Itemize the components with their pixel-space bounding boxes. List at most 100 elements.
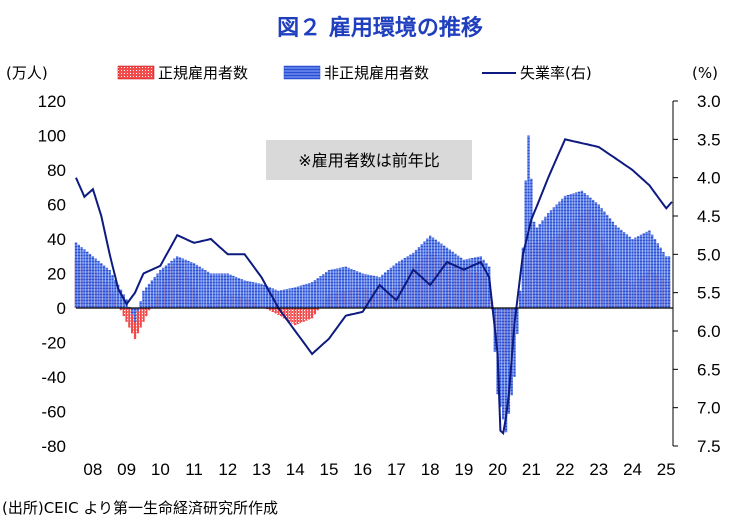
bar-regular — [277, 308, 280, 315]
bar-nonregular — [518, 290, 522, 308]
bar-nonregular — [572, 193, 575, 308]
bar-regular — [136, 308, 140, 334]
bar-nonregular — [153, 276, 156, 308]
bar-nonregular — [499, 308, 502, 407]
bar-regular — [294, 308, 297, 326]
series-unemployment-line — [75, 138, 673, 436]
bar-nonregular — [150, 280, 154, 308]
bar-nonregular — [209, 273, 213, 308]
bar-nonregular — [86, 251, 89, 308]
bar-nonregular — [131, 308, 134, 315]
bar-nonregular — [240, 279, 244, 308]
bar-nonregular — [617, 227, 620, 308]
bar-nonregular — [229, 274, 232, 308]
bar-nonregular — [594, 202, 598, 308]
x-tick-label: 22 — [556, 460, 575, 479]
bar-nonregular — [412, 252, 415, 308]
bar-nonregular — [487, 266, 491, 308]
right-axis-unit: (%) — [692, 64, 718, 82]
bar-nonregular — [313, 280, 317, 308]
bar-nonregular — [350, 268, 353, 308]
bar-nonregular — [389, 267, 392, 308]
bar-nonregular — [232, 275, 235, 308]
bar-nonregular — [347, 267, 350, 308]
y-right-tick-label: 6.0 — [697, 322, 721, 341]
bar-nonregular — [561, 198, 564, 308]
bar-nonregular — [235, 276, 238, 308]
bar-nonregular — [555, 204, 558, 308]
bar-nonregular — [223, 273, 227, 308]
y-right-tick-label: 7.0 — [697, 399, 721, 418]
bar-nonregular — [600, 207, 603, 308]
bar-nonregular — [316, 278, 319, 308]
bar-nonregular — [552, 207, 556, 308]
x-tick-label: 13 — [252, 460, 271, 479]
x-tick-label: 20 — [488, 460, 507, 479]
x-tick-label: 10 — [151, 460, 170, 479]
bar-regular — [128, 308, 131, 328]
bar-nonregular — [614, 225, 617, 308]
bar-regular — [271, 308, 274, 313]
bar-nonregular — [665, 256, 668, 308]
y-left-tick-label: -40 — [41, 368, 66, 387]
bar-nonregular — [77, 244, 81, 308]
bar-regular — [299, 308, 303, 323]
bar-regular — [142, 308, 145, 322]
y-left-tick-label: -20 — [41, 334, 66, 353]
bar-regular — [131, 308, 134, 334]
bar-nonregular — [417, 247, 421, 308]
bar-nonregular — [580, 190, 584, 308]
bar-nonregular — [625, 234, 629, 308]
bar-nonregular — [100, 263, 103, 308]
bar-nonregular — [215, 273, 218, 308]
bar-nonregular — [459, 257, 463, 308]
bar-regular — [119, 308, 123, 311]
x-tick-label: 12 — [218, 460, 237, 479]
bar-nonregular — [333, 268, 336, 308]
bar-nonregular — [479, 256, 482, 308]
bar-nonregular — [476, 256, 480, 308]
bar-nonregular — [445, 247, 449, 308]
bar-nonregular — [218, 273, 221, 308]
series-nonregular-bars — [74, 135, 671, 433]
bar-nonregular — [274, 289, 277, 308]
bar-nonregular — [285, 289, 288, 308]
bar-nonregular — [634, 237, 637, 308]
bar-nonregular — [181, 258, 185, 308]
bar-nonregular — [265, 286, 269, 308]
bar-nonregular — [406, 256, 409, 308]
bar-nonregular — [502, 308, 505, 420]
bar-nonregular — [513, 308, 516, 377]
bar-nonregular — [251, 282, 255, 308]
bar-nonregular — [237, 278, 241, 308]
x-tick-label: 15 — [320, 460, 339, 479]
bar-nonregular — [358, 272, 362, 308]
y-right-tick-label: 4.0 — [697, 169, 721, 188]
bar-regular — [296, 308, 300, 325]
bar-nonregular — [636, 236, 640, 308]
bar-nonregular — [170, 260, 173, 308]
bar-nonregular — [589, 197, 592, 308]
legend-label-unemployment: 失業率(右) — [520, 64, 592, 82]
bar-nonregular — [364, 274, 367, 308]
bar-regular — [308, 308, 311, 320]
bar-nonregular — [620, 229, 623, 308]
note-box-background — [266, 140, 472, 180]
bar-nonregular — [662, 251, 665, 308]
bar-nonregular — [74, 242, 78, 308]
x-tick-label: 11 — [185, 460, 203, 479]
bar-nonregular — [102, 265, 106, 308]
bar-nonregular — [246, 280, 249, 308]
bar-nonregular — [639, 234, 643, 308]
bar-nonregular — [597, 204, 600, 308]
x-tick-label: 25 — [657, 460, 676, 479]
bar-nonregular — [398, 261, 401, 308]
bar-nonregular — [192, 263, 196, 308]
bar-regular — [285, 308, 288, 321]
bar-nonregular — [468, 258, 471, 308]
bar-nonregular — [414, 249, 418, 308]
y-left-tick-label: -80 — [41, 437, 66, 456]
bar-nonregular — [111, 274, 114, 308]
x-tick-label: 23 — [589, 460, 608, 479]
